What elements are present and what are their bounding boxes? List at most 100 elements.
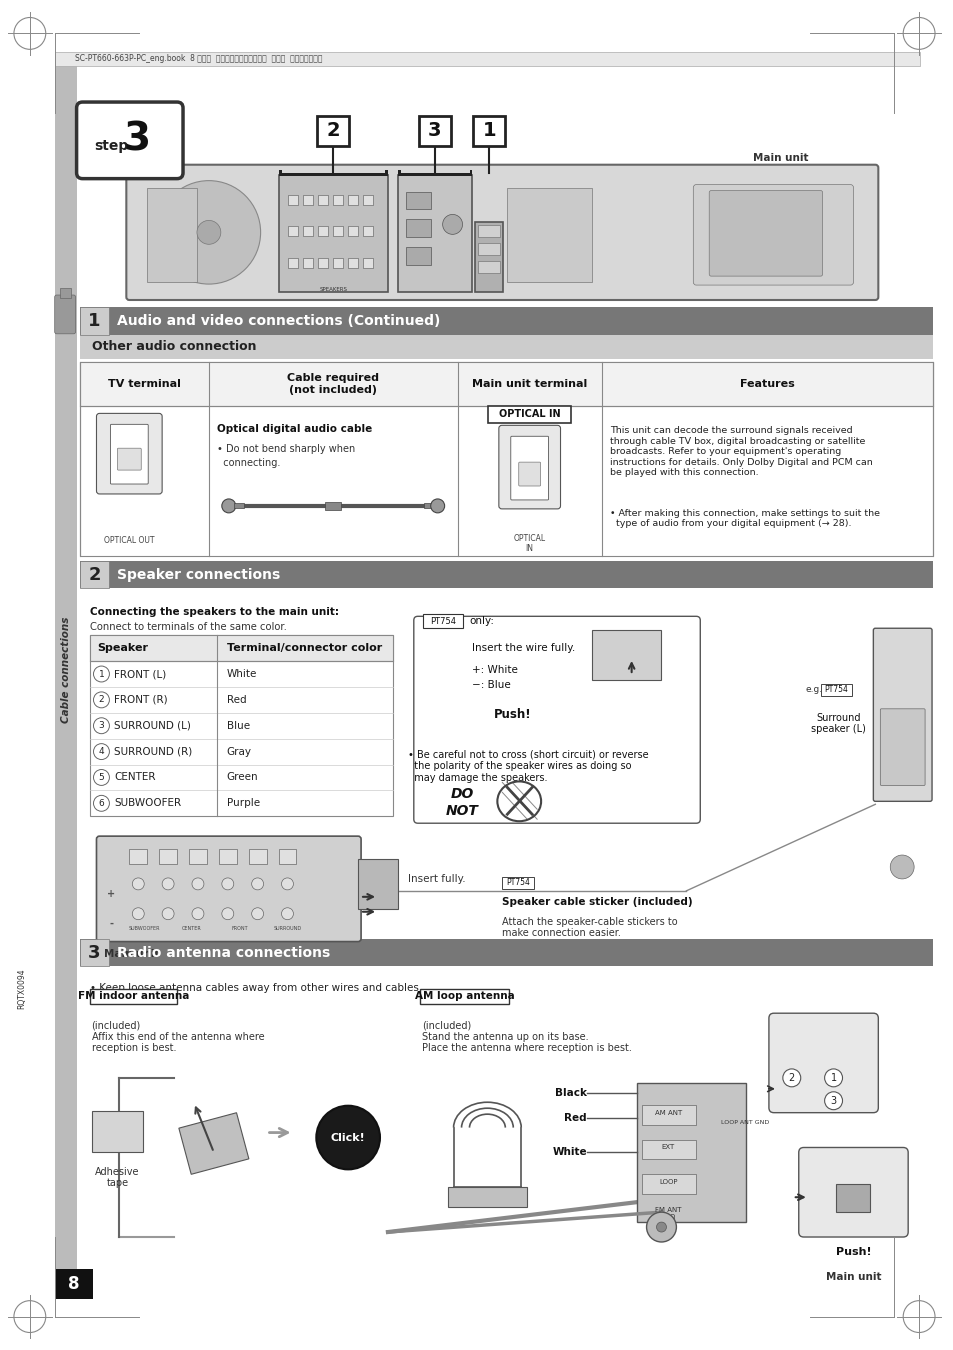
Bar: [303, 227, 313, 236]
Circle shape: [281, 907, 294, 919]
Text: AM ANT: AM ANT: [654, 1110, 681, 1115]
Bar: [90, 636, 393, 661]
FancyBboxPatch shape: [518, 462, 540, 486]
Text: Optical digital audio cable: Optical digital audio cable: [216, 424, 372, 435]
Text: DO: DO: [451, 787, 474, 802]
Text: Red: Red: [563, 1112, 586, 1123]
Text: 6: 6: [98, 799, 104, 807]
Bar: [79, 362, 932, 406]
FancyBboxPatch shape: [880, 709, 924, 786]
Text: Main unit: Main unit: [104, 949, 160, 958]
Text: PT754: PT754: [823, 686, 847, 694]
Text: e.g.: e.g.: [805, 686, 822, 694]
Text: LOOP: LOOP: [659, 1180, 677, 1185]
Bar: [348, 258, 357, 269]
Bar: [469, 170, 472, 173]
Text: White: White: [227, 670, 257, 679]
Text: SPEAKERS: SPEAKERS: [319, 288, 347, 292]
Circle shape: [162, 878, 173, 890]
Circle shape: [430, 500, 444, 513]
Text: Speaker connections: Speaker connections: [117, 567, 280, 582]
Text: • Do not bend sharply when: • Do not bend sharply when: [216, 444, 355, 454]
Bar: [79, 362, 932, 556]
Circle shape: [132, 907, 144, 919]
Bar: [397, 170, 400, 173]
Bar: [79, 335, 932, 359]
Bar: [147, 188, 196, 282]
Text: -: -: [110, 919, 113, 929]
Text: EXT: EXT: [661, 1145, 675, 1150]
Circle shape: [823, 1069, 841, 1087]
Text: Features: Features: [740, 379, 794, 389]
Bar: [348, 194, 357, 204]
Bar: [397, 173, 472, 176]
Bar: [405, 247, 430, 265]
Text: Connecting the speakers to the main unit:: Connecting the speakers to the main unit…: [90, 608, 338, 617]
Bar: [288, 194, 298, 204]
Bar: [397, 174, 472, 292]
Bar: [820, 684, 852, 695]
Text: FRONT (R): FRONT (R): [114, 695, 168, 705]
FancyBboxPatch shape: [126, 165, 878, 300]
Bar: [278, 170, 281, 173]
Text: 3: 3: [830, 1096, 836, 1106]
Text: White: White: [552, 1148, 586, 1157]
Text: RQTX0094: RQTX0094: [17, 968, 27, 1008]
Text: 2: 2: [326, 122, 339, 140]
Text: Main unit terminal: Main unit terminal: [472, 379, 587, 389]
Text: AM loop antenna: AM loop antenna: [415, 991, 514, 1002]
FancyBboxPatch shape: [498, 425, 560, 509]
Bar: [591, 630, 660, 680]
Text: Push!: Push!: [835, 1247, 870, 1257]
Text: +: White: +: White: [472, 666, 517, 675]
Bar: [363, 227, 373, 236]
Text: 1: 1: [98, 670, 104, 679]
Bar: [357, 859, 397, 909]
Text: −: Blue: −: Blue: [472, 680, 511, 690]
Bar: [54, 66, 76, 1287]
Text: Adhesive
tape: Adhesive tape: [95, 1166, 139, 1188]
Bar: [288, 258, 298, 269]
Circle shape: [93, 744, 110, 760]
Bar: [478, 243, 499, 255]
Bar: [249, 849, 266, 864]
Circle shape: [252, 907, 263, 919]
Circle shape: [823, 1092, 841, 1110]
Text: Green: Green: [227, 772, 258, 783]
Bar: [54, 1269, 92, 1299]
Bar: [233, 504, 243, 508]
Circle shape: [222, 878, 233, 890]
Bar: [91, 1111, 143, 1153]
Text: Main unit: Main unit: [825, 1272, 881, 1281]
Bar: [189, 849, 207, 864]
Text: (included)
Stand the antenna up on its base.
Place the antenna where reception i: (included) Stand the antenna up on its b…: [421, 1021, 631, 1053]
Bar: [405, 192, 430, 209]
Text: OPTICAL IN: OPTICAL IN: [498, 409, 560, 420]
Text: OPTICAL OUT: OPTICAL OUT: [104, 536, 154, 545]
Text: Insert the wire fully.: Insert the wire fully.: [472, 643, 575, 653]
Bar: [278, 173, 388, 176]
Text: SUBWOOFER: SUBWOOFER: [114, 798, 181, 809]
Bar: [423, 504, 434, 508]
FancyBboxPatch shape: [117, 448, 141, 470]
Text: Radio antenna connections: Radio antenna connections: [117, 945, 331, 960]
Text: 2: 2: [98, 695, 104, 705]
Bar: [79, 306, 110, 335]
Circle shape: [646, 1212, 676, 1242]
FancyBboxPatch shape: [111, 424, 148, 485]
Bar: [475, 223, 503, 292]
Bar: [79, 560, 110, 589]
Text: 4: 4: [98, 747, 104, 756]
Bar: [333, 194, 343, 204]
Bar: [90, 636, 393, 817]
Text: 3: 3: [124, 122, 151, 159]
Text: SC-PT660-663P-PC_eng.book  8 ページ  ２００７年１２月１１日  火曜日  午後６時２７分: SC-PT660-663P-PC_eng.book 8 ページ ２００７年１２月…: [74, 54, 322, 63]
Circle shape: [222, 907, 233, 919]
Text: • After making this connection, make settings to suit the
  type of audio from y: • After making this connection, make set…: [609, 509, 879, 528]
Text: Red: Red: [227, 695, 246, 705]
Text: connecting.: connecting.: [216, 458, 280, 468]
Bar: [478, 261, 499, 273]
Text: NOT: NOT: [446, 805, 478, 818]
Text: TV terminal: TV terminal: [108, 379, 180, 389]
Bar: [363, 194, 373, 204]
